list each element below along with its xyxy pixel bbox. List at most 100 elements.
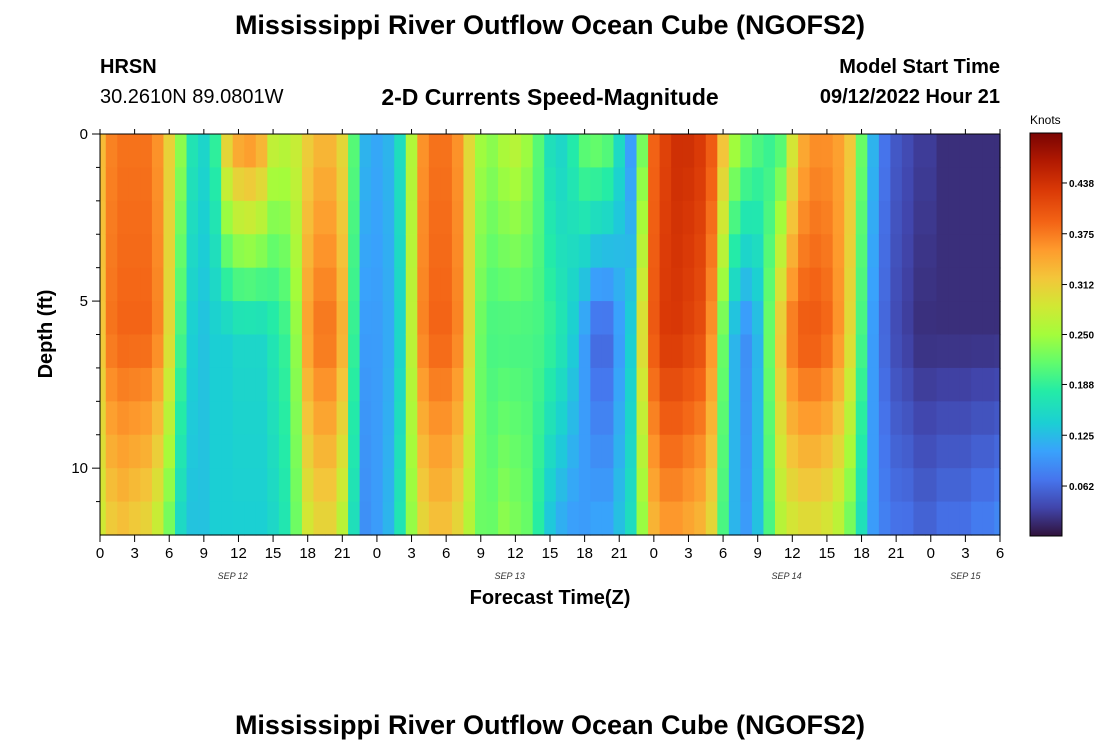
heatmap-cell (186, 468, 199, 503)
heatmap-cell (325, 334, 338, 369)
heatmap-cell (717, 468, 730, 503)
heatmap-cell (359, 334, 372, 369)
heatmap-cell (417, 167, 430, 202)
heatmap-cell (532, 468, 545, 503)
heatmap-cell (325, 301, 338, 336)
heatmap-cell (336, 301, 349, 336)
heatmap-cell (405, 401, 418, 436)
heatmap-cell (100, 434, 107, 469)
heatmap-cell (290, 167, 303, 202)
heatmap-cell (740, 367, 753, 402)
heatmap-cell (348, 468, 361, 503)
x-tick-label: 12 (784, 545, 801, 562)
heatmap-cell (682, 468, 695, 503)
heatmap-cell (613, 234, 626, 269)
heatmap-cell (451, 267, 465, 302)
heatmap-cell (486, 468, 499, 503)
heatmap-cell (151, 167, 165, 202)
heatmap-cell (682, 267, 695, 302)
heatmap-cell (844, 301, 857, 336)
heatmap-cell (786, 334, 799, 369)
heatmap-cell (636, 367, 649, 402)
heatmap-cell (821, 334, 834, 369)
colorbar-tick-label: 0.438 (1069, 179, 1094, 190)
heatmap-cell (117, 367, 130, 402)
heatmap-cell (578, 468, 591, 503)
heatmap-cell (878, 234, 891, 269)
heatmap-cell (971, 267, 984, 302)
heatmap-cell (417, 200, 430, 235)
heatmap-cell (359, 200, 372, 235)
heatmap-cell (786, 134, 799, 169)
heatmap-cell (994, 234, 1001, 269)
heatmap-cell (371, 367, 384, 402)
heatmap-cell (336, 468, 349, 503)
heatmap-cell (232, 167, 245, 202)
heatmap-cell (232, 468, 245, 503)
heatmap-cell (486, 200, 499, 235)
heatmap-cell (636, 200, 649, 235)
heatmap-cell (913, 367, 926, 402)
heatmap-cell (567, 200, 580, 235)
heatmap-cell (451, 367, 465, 402)
heatmap-cell (301, 501, 315, 536)
heatmap-cell (717, 334, 730, 369)
y-tick-label: 0 (80, 126, 88, 143)
heatmap-cell (948, 200, 961, 235)
heatmap-cell (521, 367, 534, 402)
heatmap-cell (244, 200, 257, 235)
heatmap-cell (325, 367, 338, 402)
heatmap-cell (936, 234, 949, 269)
heatmap-cell (855, 501, 868, 536)
heatmap-cell (832, 134, 845, 169)
heatmap-cell (913, 334, 926, 369)
heatmap-cell (278, 501, 291, 536)
heatmap-cell (728, 401, 741, 436)
footer-title: Mississippi River Outflow Ocean Cube (NG… (234, 710, 866, 740)
heatmap-cell (486, 334, 499, 369)
heatmap-cell (925, 167, 938, 202)
heatmap-cell (348, 434, 361, 469)
heatmap-cell (994, 200, 1001, 235)
heatmap-cell (821, 234, 834, 269)
heatmap-cell (821, 301, 834, 336)
heatmap-cell (717, 401, 730, 436)
heatmap-cell (682, 501, 695, 536)
heatmap-cell (913, 468, 926, 503)
heatmap-cell (809, 234, 822, 269)
heatmap-cell (625, 434, 638, 469)
heatmap-cell (117, 267, 130, 302)
heatmap-cell (798, 234, 811, 269)
heatmap-cell (348, 200, 361, 235)
heatmap-cell (775, 234, 788, 269)
heatmap-cell (751, 234, 765, 269)
heatmap-cell (775, 167, 788, 202)
heatmap-cell (255, 367, 268, 402)
heatmap-cell (844, 167, 857, 202)
heatmap-cell (832, 367, 845, 402)
heatmap-cell (625, 401, 638, 436)
heatmap-cell (601, 501, 615, 536)
heatmap-cell (117, 134, 130, 169)
heatmap-cell (255, 134, 268, 169)
heatmap-cell (832, 468, 845, 503)
heatmap-cell (313, 468, 326, 503)
heatmap-cell (786, 301, 799, 336)
heatmap-cell (809, 501, 822, 536)
heatmap-cell (890, 200, 903, 235)
heatmap-cell (544, 367, 557, 402)
heatmap-cell (786, 501, 799, 536)
heatmap-cell (590, 334, 603, 369)
heatmap-cell (198, 301, 211, 336)
heatmap-cell (878, 367, 891, 402)
heatmap-cell (786, 434, 799, 469)
heatmap-cell (100, 234, 107, 269)
heatmap-cell (440, 301, 453, 336)
heatmap-cell (198, 200, 211, 235)
heatmap-cell (544, 468, 557, 503)
heatmap-cell (786, 401, 799, 436)
heatmap-cell (451, 401, 465, 436)
heatmap-cell (359, 367, 372, 402)
heatmap-cell (428, 334, 441, 369)
heatmap-cell (959, 167, 972, 202)
